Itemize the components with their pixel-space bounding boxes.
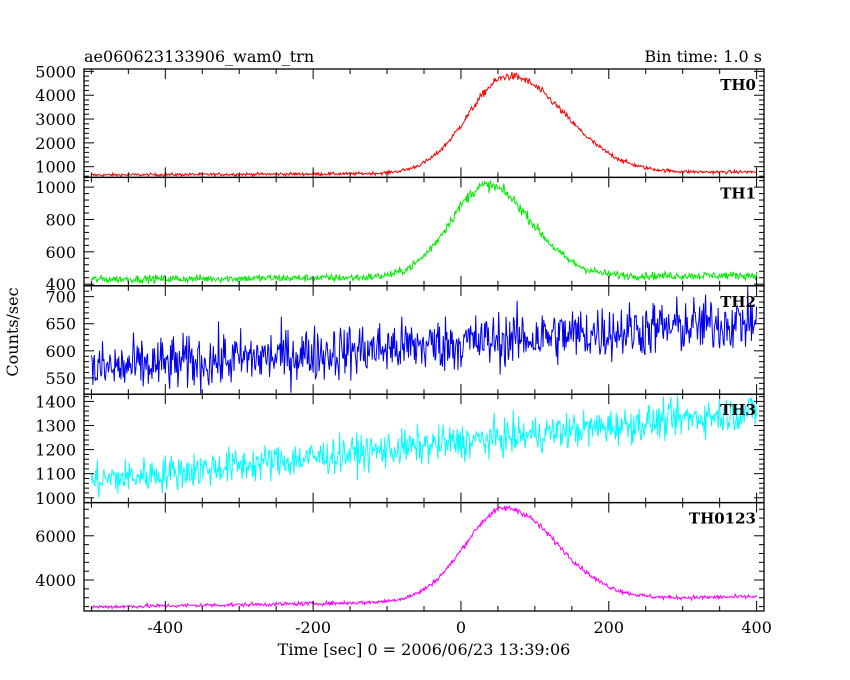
y-tick-label: 1200 [35,441,76,460]
series-line-th3 [90,395,758,498]
y-tick-label: 5000 [35,62,76,81]
y-tick-label: 4000 [35,86,76,105]
y-tick-label: 600 [45,342,76,361]
bin-time-label: Bin time: 1.0 s [644,47,762,66]
x-axis-label: Time [sec] 0 = 2006/06/23 13:39:06 [278,640,571,659]
panel-label: TH1 [720,184,756,202]
panel-th1: 400 600 800 1000 TH1 [35,176,765,294]
series-line-th1 [90,180,758,285]
y-tick-label: 1000 [35,158,76,177]
y-tick-label: 650 [45,315,76,334]
panel-label: TH0123 [689,510,756,528]
y-tick-label: 1400 [35,392,76,411]
chart-title: ae060623133906_wam0_trn [84,47,314,66]
y-axis-label: Counts/sec [3,287,22,376]
y-tick-label: 400 [45,275,76,294]
y-tick-label: 6000 [35,527,76,546]
y-tick-label: 1000 [35,178,76,197]
y-tick-label: 4000 [35,571,76,590]
panel-th3: 1000 1100 1200 1300 1400 TH3 [35,392,765,508]
y-tick-label: 700 [45,288,76,307]
panel-label: TH2 [720,293,756,311]
series-line-th2 [90,286,758,394]
y-tick-label: 2000 [35,134,76,153]
panel-frame [83,393,765,504]
y-tick-label: 1000 [35,489,76,508]
panel-label: TH0 [720,76,756,94]
panel-frame [83,176,765,287]
panel-frame [83,501,765,612]
y-tick-label: 1100 [35,465,76,484]
x-tick-label: 200 [594,618,625,637]
panel-label: TH3 [720,401,756,419]
y-tick-label: 600 [45,243,76,262]
y-tick-label: 800 [45,210,76,229]
panel-th2: 550 600 650 700 TH2 [45,285,765,395]
x-tick-label: -200 [295,618,331,637]
series-line-th0 [91,71,757,179]
panel-th0: 1000 2000 3000 4000 5000 TH0 [35,62,765,179]
series-line-th0123 [91,505,758,610]
y-tick-label: 3000 [35,110,76,129]
y-tick-label: 550 [45,369,76,388]
x-tick-label: 400 [741,618,772,637]
x-tick-label: 0 [456,618,466,637]
x-tick-label: -400 [147,618,183,637]
panel-frame [83,285,765,395]
y-tick-label: 1300 [35,417,76,436]
panel-th0123: 4000 6000 TH0123 -400 -200 0 200 400 [35,501,772,637]
